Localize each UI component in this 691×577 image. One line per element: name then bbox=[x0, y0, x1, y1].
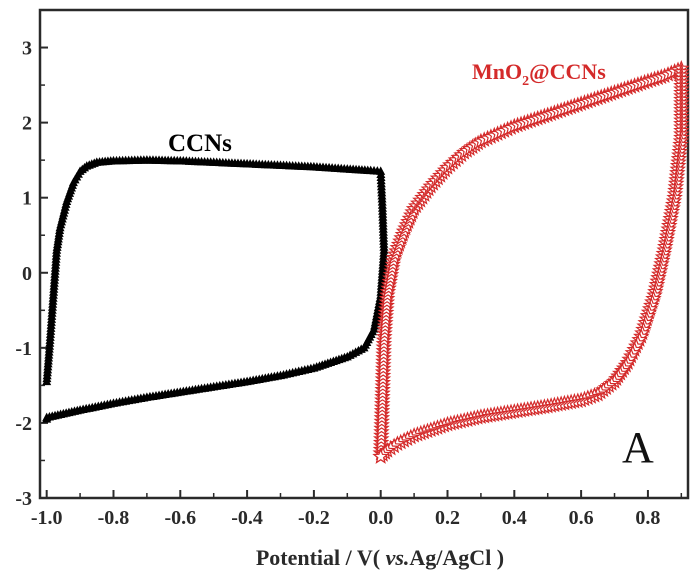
x-tick-label: -0.4 bbox=[231, 507, 263, 529]
y-tick-label: 1 bbox=[22, 188, 32, 210]
series-label-mno2-ccns: MnO2@CCNs bbox=[472, 59, 606, 89]
x-tick-label: -0.8 bbox=[98, 507, 130, 529]
series-label-mno2-part1: MnO bbox=[472, 59, 522, 84]
x-tick-label: 0.4 bbox=[502, 507, 527, 529]
x-tick-label: -0.6 bbox=[164, 507, 196, 529]
x-axis: -1.0 -0.8 -0.6 -0.4 -0.2 0.0 0.2 0.4 0.6 0.8 bbox=[31, 490, 683, 529]
plot-frame bbox=[38, 8, 690, 500]
plot-area: -3 -2 -1 0 1 2 3 -1.0 -0.8 -0.6 -0.4 -0.2 0.0 0.2 0.4… bbox=[15, 8, 690, 529]
x-tick-label: -1.0 bbox=[31, 507, 63, 529]
x-axis-title-italic: vs. bbox=[386, 545, 410, 570]
series-label-mno2-part2: @CCNs bbox=[529, 59, 606, 84]
x-axis-title-part1: Potential / V( bbox=[256, 545, 386, 570]
x-tick-label: 0.2 bbox=[435, 507, 460, 529]
x-tick-label: 0.0 bbox=[368, 507, 393, 529]
x-axis-title-part2: Ag/AgCl ) bbox=[409, 545, 504, 570]
y-tick-label: -3 bbox=[15, 488, 32, 510]
y-tick-label: 3 bbox=[22, 38, 32, 60]
x-axis-title: Potential / V( vs.Ag/AgCl ) bbox=[256, 545, 504, 570]
panel-label: A bbox=[622, 423, 654, 472]
y-tick-label: 0 bbox=[22, 263, 32, 285]
series-label-ccns: CCNs bbox=[168, 130, 232, 157]
data-point-mno2-ccns bbox=[372, 448, 390, 464]
x-tick-label: 0.8 bbox=[635, 507, 660, 529]
series-label-mno2-subscript: 2 bbox=[522, 74, 529, 89]
x-tick-label: -0.2 bbox=[298, 507, 330, 529]
x-tick-label: 0.6 bbox=[569, 507, 594, 529]
y-tick-label: -2 bbox=[15, 413, 32, 435]
y-tick-label: 2 bbox=[22, 113, 32, 135]
series-mno2-ccns bbox=[372, 59, 690, 464]
y-axis: -3 -2 -1 0 1 2 3 bbox=[15, 38, 48, 510]
series-ccns bbox=[42, 155, 389, 423]
data-point-ccns bbox=[42, 414, 52, 423]
y-tick-label: -1 bbox=[15, 338, 32, 360]
